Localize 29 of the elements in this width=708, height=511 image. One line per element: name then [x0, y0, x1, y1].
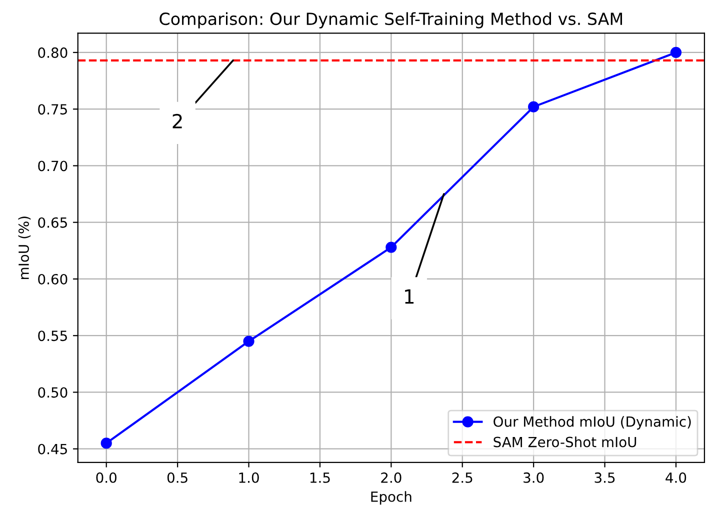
y-tick-label: 0.55 — [38, 330, 67, 342]
y-tick-label: 0.70 — [38, 160, 68, 172]
x-tick-label: 1.5 — [310, 472, 330, 483]
x-tick-label: 1.0 — [239, 472, 259, 483]
x-tick-label: 0.5 — [167, 472, 188, 483]
y-tick-label: 0.60 — [38, 274, 68, 284]
annotation: 1 — [405, 289, 414, 304]
point — [528, 101, 540, 112]
x-axis-title: Epoch — [371, 491, 412, 505]
x-tick-label: 3.5 — [594, 472, 615, 483]
y-tick-label: 0.80 — [38, 47, 68, 58]
x-tick-label: 2.5 — [452, 472, 472, 483]
y-tick-label: 0.45 — [38, 444, 67, 454]
x-tick-label: 2.0 — [381, 472, 402, 483]
y-axis-title: mIoU (%) — [18, 216, 31, 279]
y-tick-label: 0.50 — [38, 387, 68, 398]
point — [243, 336, 254, 347]
annotation: 2 — [172, 114, 182, 128]
x-tick-label: 4.0 — [666, 472, 686, 483]
chart-title: Comparison: Our Dynamic Self-Training Method vs. SAM — [160, 12, 622, 28]
point — [670, 46, 682, 58]
y-tick-label: 0.65 — [38, 217, 67, 228]
point — [386, 242, 397, 253]
legend-label: SAM Zero-Shot mIoU — [494, 436, 636, 448]
point — [100, 438, 112, 449]
y-tick-label: 0.75 — [38, 104, 67, 115]
x-tick-label: 3.0 — [524, 472, 544, 483]
legend-label: Our Method mIoU (Dynamic) — [494, 416, 691, 430]
x-tick-label: 0.0 — [96, 472, 116, 483]
